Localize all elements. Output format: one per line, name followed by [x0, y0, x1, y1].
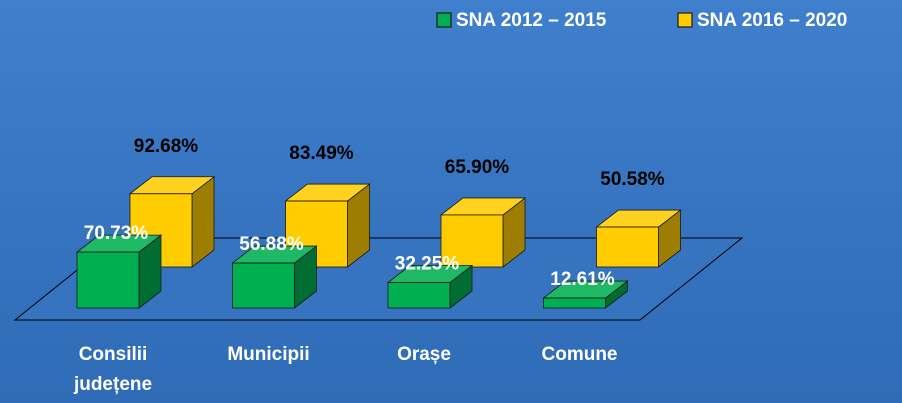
bar — [75, 234, 163, 309]
bar-front — [543, 297, 606, 309]
bar — [231, 245, 318, 309]
bar — [386, 264, 474, 309]
bar — [284, 183, 371, 268]
data-label: 92.68% — [134, 136, 199, 157]
data-label: 32.25% — [395, 254, 460, 275]
legend-swatch — [677, 12, 693, 28]
bar — [595, 209, 682, 268]
category-label: Consilii județene — [73, 344, 153, 395]
data-label: 65.90% — [445, 157, 510, 178]
legend-label: SNA 2016 – 2020 — [697, 10, 847, 31]
data-label: 12.61% — [550, 269, 615, 290]
bar-front — [440, 214, 504, 268]
bar-front — [232, 262, 295, 309]
bar-front — [596, 226, 659, 268]
data-label: 56.88% — [239, 234, 304, 255]
data-label: 83.49% — [289, 143, 354, 164]
bar-front — [76, 251, 140, 309]
bar — [439, 197, 527, 268]
data-label: 70.73% — [84, 223, 149, 244]
data-label: 50.58% — [600, 169, 665, 190]
legend-label: SNA 2012 – 2015 — [456, 10, 607, 31]
legend-swatch — [436, 12, 452, 28]
bar — [542, 280, 629, 309]
bar-front — [387, 282, 451, 309]
category-label: Comune — [541, 344, 618, 365]
category-label: Municipii — [227, 344, 310, 365]
category-label: Orașe — [397, 344, 451, 365]
